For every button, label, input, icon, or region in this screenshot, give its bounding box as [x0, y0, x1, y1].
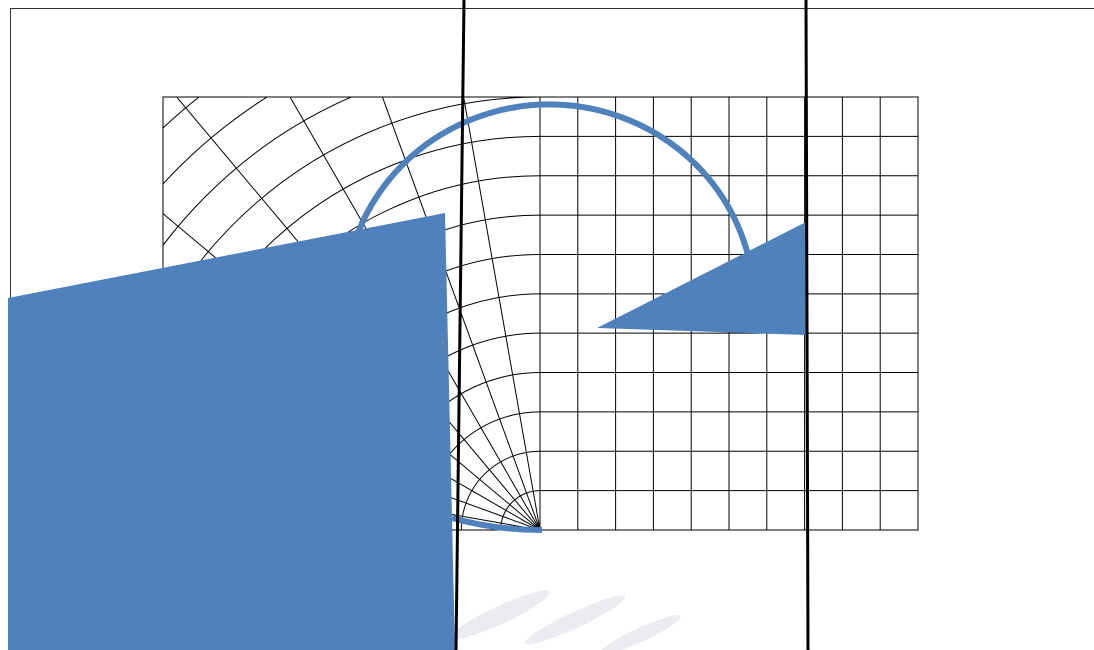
arc-tail: [451, 515, 543, 533]
arrow-head: [597, 222, 806, 335]
shadow: [450, 590, 550, 640]
shadow: [599, 614, 681, 650]
polar-ray: [289, 97, 540, 530]
polar-ray: [381, 97, 540, 530]
polar-arc: [163, 97, 540, 319]
shadows: [450, 590, 681, 650]
polar-arc: [163, 97, 353, 247]
blue-shape: [8, 213, 455, 650]
polar-ray: [463, 97, 540, 530]
shadow: [525, 595, 625, 645]
polar-ray: [176, 97, 540, 530]
arc-arrow: [353, 101, 751, 256]
vertical-line: [804, 0, 810, 650]
polar-arc: [460, 450, 540, 530]
vertical-line: [454, 0, 466, 650]
polar-arc: [163, 97, 269, 185]
